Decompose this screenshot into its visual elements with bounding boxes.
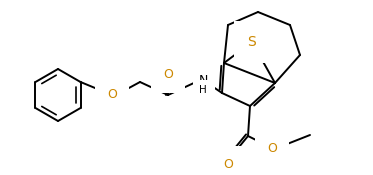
Text: H: H bbox=[199, 85, 207, 95]
Text: O: O bbox=[107, 89, 117, 101]
Text: O: O bbox=[267, 142, 277, 155]
Text: N: N bbox=[199, 75, 209, 88]
Text: O: O bbox=[223, 159, 233, 172]
Text: O: O bbox=[163, 68, 173, 80]
Text: S: S bbox=[248, 35, 256, 49]
